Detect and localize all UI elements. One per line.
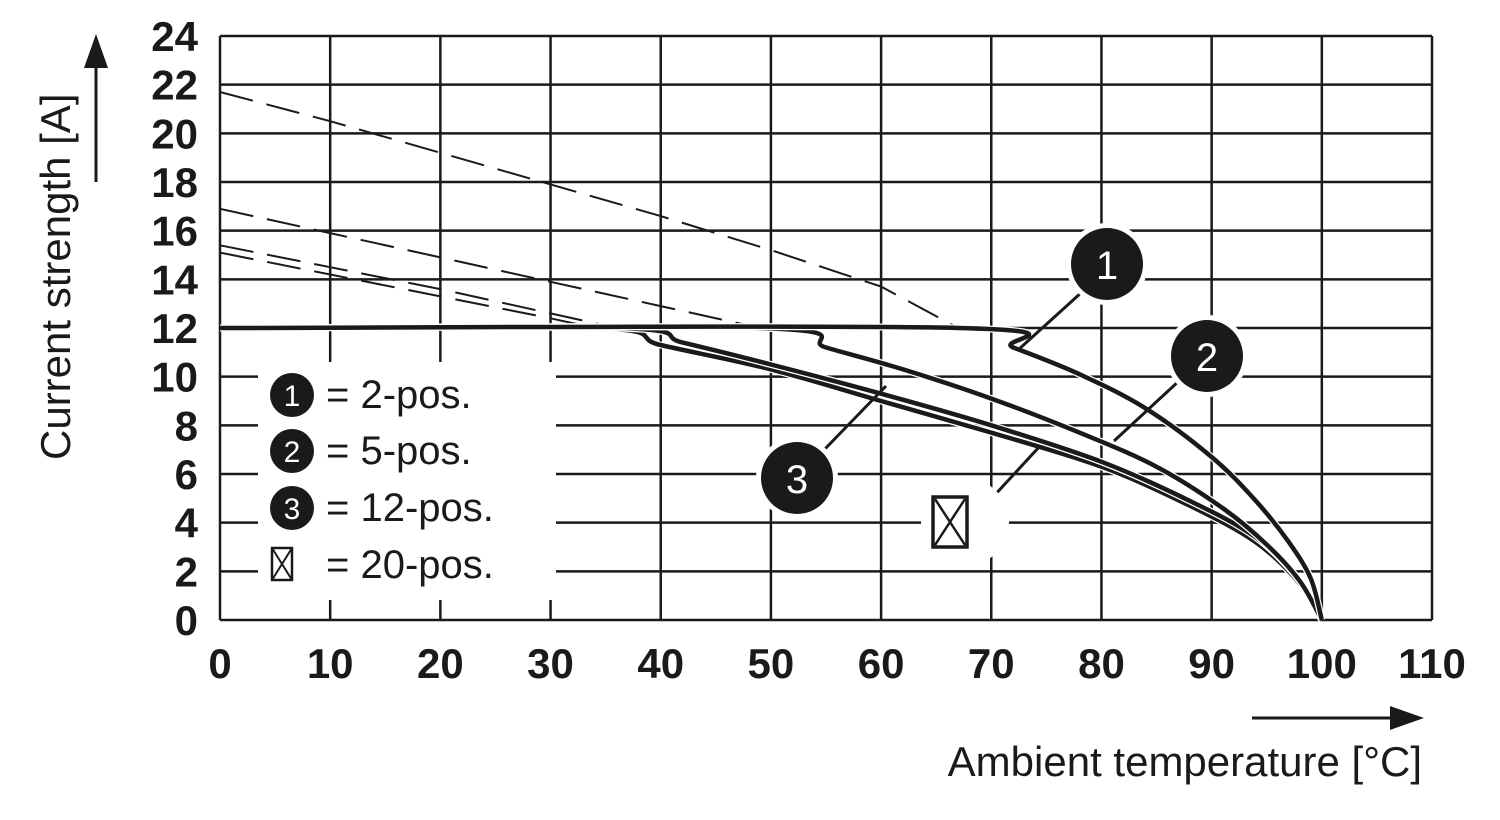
x-axis-arrow-icon	[1252, 706, 1424, 730]
callout-3-text: 3	[786, 458, 808, 502]
extrapolation-line-4	[219, 251, 595, 329]
y-axis-label: Current strength [A]	[32, 94, 79, 461]
legend-label-4: = 20-pos.	[326, 543, 494, 587]
legend-badge-2	[270, 429, 314, 473]
legend: 1 = 2-pos. 2 = 5-pos. 3 = 12-pos. = 20-p…	[258, 362, 556, 600]
legend-label-3: = 12-pos.	[326, 486, 494, 530]
y-tick-label: 24	[151, 13, 198, 60]
y-axis-arrow-icon	[84, 34, 108, 182]
y-tick-label: 2	[175, 548, 198, 595]
x-tick-label: 30	[527, 640, 574, 687]
x-tick-label: 10	[307, 640, 354, 687]
y-tick-label: 8	[175, 402, 198, 449]
y-tick-label: 18	[151, 159, 198, 206]
x-axis-label: Ambient temperature [°C]	[948, 738, 1422, 785]
extrapolation-line-1	[219, 91, 959, 329]
y-tick-label: 14	[151, 256, 198, 303]
extrapolation-line-3	[219, 244, 617, 329]
callout-3: 3	[756, 384, 888, 519]
y-tick-label: 10	[151, 354, 198, 401]
legend-label-1: = 2-pos.	[326, 373, 472, 417]
legend-badge-3	[270, 486, 314, 530]
callout-1-text: 1	[1096, 244, 1118, 288]
legend-boxed-x-icon	[270, 546, 294, 582]
x-axis-title: Ambient temperature [°C]	[948, 706, 1424, 785]
x-tick-label: 110	[1398, 640, 1466, 687]
y-tick-label: 0	[175, 597, 198, 644]
extrapolation-line-2	[219, 207, 761, 329]
callout-20-pos	[921, 444, 1042, 566]
y-tick-label: 4	[175, 500, 199, 547]
x-tick-label: 40	[637, 640, 684, 687]
callout-1: 1	[1016, 223, 1148, 352]
legend-item-5-pos: 2 = 5-pos.	[270, 429, 472, 473]
legend-badge-2-text: 2	[284, 436, 301, 469]
x-tick-label: 70	[968, 640, 1015, 687]
legend-item-12-pos: 3 = 12-pos.	[270, 486, 494, 530]
x-tick-label: 0	[208, 640, 231, 687]
x-tick-label: 50	[748, 640, 795, 687]
y-tick-label: 12	[151, 305, 198, 352]
y-axis-title: Current strength [A]	[32, 34, 108, 460]
x-tick-label: 80	[1078, 640, 1125, 687]
legend-badge-1-text: 1	[284, 380, 301, 413]
callout-2-text: 2	[1196, 336, 1218, 380]
y-tick-label: 20	[151, 110, 198, 157]
x-tick-labels: 0 10 20 30 40 50 60 70 80 90 100 110	[208, 640, 1466, 687]
legend-badge-3-text: 3	[284, 493, 301, 526]
callout-boxed-x-icon	[931, 495, 969, 549]
x-tick-label: 100	[1287, 640, 1357, 687]
legend-label-2: = 5-pos.	[326, 429, 472, 473]
y-tick-label: 16	[151, 208, 198, 255]
y-tick-label: 22	[151, 62, 198, 109]
derating-curves	[219, 323, 1326, 622]
x-tick-label: 60	[858, 640, 905, 687]
x-tick-label: 20	[417, 640, 464, 687]
legend-item-2-pos: 1 = 2-pos.	[270, 373, 472, 417]
extrapolation-lines	[219, 91, 959, 329]
legend-badge-1	[270, 373, 314, 417]
x-tick-label: 90	[1188, 640, 1235, 687]
callout-2: 2	[1112, 315, 1248, 443]
y-tick-label: 6	[175, 451, 198, 498]
legend-item-20-pos: = 20-pos.	[270, 543, 494, 587]
curve-1	[219, 324, 1324, 621]
